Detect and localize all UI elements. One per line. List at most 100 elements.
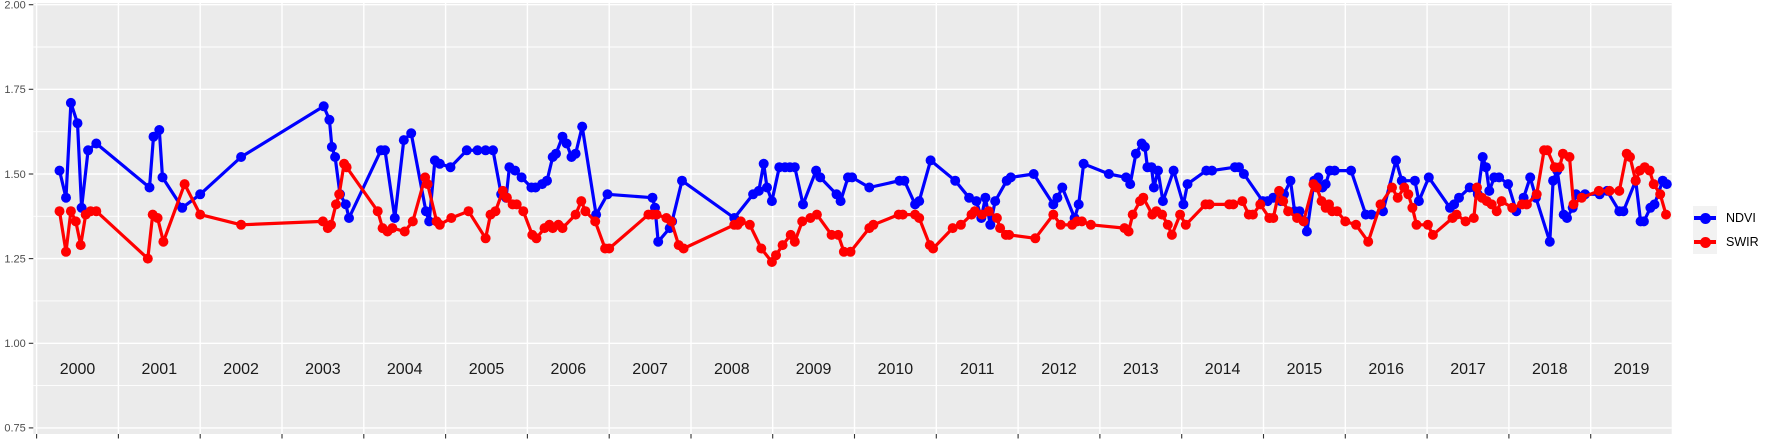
x-tick-label: 2013 [1123, 361, 1159, 378]
data-point-ndvi [326, 141, 337, 152]
data-point-ndvi [340, 199, 351, 210]
data-point-ndvi [1661, 179, 1672, 190]
data-point-swir [797, 216, 808, 227]
data-point-ndvi [398, 135, 409, 146]
data-point-ndvi [925, 155, 936, 166]
data-point-swir [1427, 229, 1438, 240]
data-point-ndvi [1484, 185, 1495, 196]
data-point-swir [1472, 182, 1482, 193]
y-tick-label: 1.75 [4, 84, 25, 96]
data-point-ndvi [864, 182, 875, 193]
data-point-swir [1411, 219, 1422, 230]
data-point-swir [54, 206, 65, 217]
data-point-swir [326, 219, 336, 230]
data-point-ndvi [65, 97, 76, 108]
data-point-swir [1055, 219, 1066, 230]
data-point-ndvi [72, 118, 83, 129]
data-point-swir [557, 223, 568, 234]
data-point-swir [1332, 206, 1343, 217]
data-point-ndvi [144, 182, 155, 193]
data-point-ndvi [157, 172, 168, 183]
data-point-ndvi [1178, 199, 1189, 210]
data-point-swir [789, 236, 800, 247]
data-point-swir [142, 253, 153, 264]
data-point-swir [1030, 233, 1041, 244]
data-point-ndvi [1052, 192, 1063, 203]
data-point-swir [179, 179, 190, 190]
data-point-swir [1340, 216, 1351, 227]
data-point-swir [1175, 209, 1186, 220]
data-point-ndvi [653, 236, 664, 247]
data-point-swir [236, 219, 247, 230]
data-point-ndvi [1182, 179, 1193, 190]
data-point-swir [1204, 199, 1215, 210]
data-point-swir [991, 213, 1002, 223]
data-point-swir [1625, 152, 1635, 162]
data-point-ndvi [1301, 226, 1312, 237]
data-point-swir [1048, 209, 1059, 220]
y-axis-labels: 0.75 1.00 1.25 1.50 1.75 2.00 [4, 0, 25, 435]
data-point-ndvi [434, 158, 445, 169]
data-point-ndvi [1413, 196, 1424, 207]
data-point-ndvi [1157, 196, 1168, 207]
data-point-ndvi [1073, 199, 1084, 210]
x-tick-label: 2011 [960, 361, 995, 378]
data-point-ndvi [985, 219, 996, 230]
data-point-ndvi [148, 131, 159, 142]
data-point-swir [1180, 219, 1191, 230]
data-point-swir [480, 233, 491, 244]
data-point-ndvi [577, 121, 588, 132]
data-point-ndvi [1057, 182, 1068, 193]
x-tick-label: 2015 [1287, 361, 1323, 378]
data-point-swir [1460, 216, 1471, 227]
data-point-swir [1451, 209, 1462, 220]
data-point-ndvi [899, 175, 910, 186]
data-point-ndvi [1454, 192, 1464, 203]
legend-key-swir-icon [1693, 230, 1717, 254]
data-point-ndvi [602, 189, 613, 200]
data-point-swir [1507, 202, 1518, 213]
data-point-swir [995, 223, 1006, 234]
data-point-swir [1076, 216, 1087, 227]
data-point-ndvi [1477, 152, 1488, 162]
data-point-ndvi [1464, 182, 1475, 193]
x-axis-labels: 2000 2001 2002 2003 2004 2005 2006 2007 2008 2009… [60, 361, 1650, 378]
data-point-ndvi [1481, 162, 1491, 173]
data-point-swir [928, 243, 939, 254]
data-point-ndvi [344, 213, 354, 223]
data-point-ndvi [677, 175, 687, 186]
data-point-swir [1644, 165, 1655, 176]
data-point-swir [1593, 185, 1604, 196]
data-point-ndvi [406, 128, 417, 139]
data-point-ndvi [236, 152, 247, 162]
data-point-swir [61, 246, 71, 257]
data-point-ndvi [424, 216, 435, 227]
x-tick-label: 2006 [551, 361, 587, 378]
data-point-ndvi [154, 125, 165, 135]
data-point-ndvi [570, 148, 581, 159]
data-point-ndvi [1346, 165, 1357, 176]
data-point-swir [446, 213, 457, 223]
x-tick-label: 2014 [1205, 361, 1241, 378]
data-point-swir [756, 243, 767, 254]
data-point-swir [1531, 189, 1542, 200]
data-point-swir [1648, 179, 1659, 190]
x-tick-label: 2009 [796, 361, 832, 378]
data-point-swir [1138, 192, 1149, 203]
data-point-ndvi [789, 162, 800, 173]
data-point-swir [1521, 199, 1532, 210]
data-point-ndvi [1153, 165, 1163, 176]
data-point-swir [1274, 185, 1285, 196]
data-point-ndvi [1618, 206, 1629, 217]
data-point-swir [334, 189, 345, 200]
series-swir [54, 145, 1671, 267]
data-point-ndvi [1139, 141, 1150, 152]
data-point-ndvi [1148, 182, 1159, 193]
data-point-swir [651, 209, 662, 220]
data-point-ndvi [1544, 236, 1555, 247]
data-point-ndvi [1503, 179, 1514, 190]
axis-ticks [28, 4, 1592, 439]
data-point-ndvi [1525, 172, 1536, 183]
data-point-swir [372, 206, 383, 217]
